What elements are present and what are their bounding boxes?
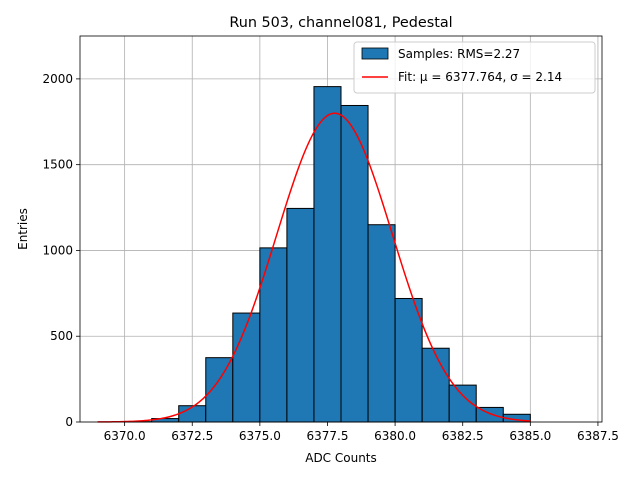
x-axis-ticks: 6370.0 6372.5 6375.0 6377.5 6380.0 6382.5 6385… bbox=[104, 422, 619, 443]
histogram-bar-11 bbox=[421, 347, 450, 423]
y-tick-label-1: 500 bbox=[50, 329, 73, 343]
histogram-bar-9 bbox=[367, 224, 396, 423]
chart-title: Run 503, channel081, Pedestal bbox=[229, 15, 452, 31]
y-tick-label-4: 2000 bbox=[42, 72, 73, 86]
histogram-bar-7 bbox=[313, 86, 342, 423]
fit-curve bbox=[97, 112, 531, 423]
x-tick-label-3: 6377.5 bbox=[306, 429, 348, 443]
histogram-bar-6 bbox=[286, 207, 315, 423]
histogram-bar-3 bbox=[205, 357, 234, 423]
histogram-bar-8 bbox=[340, 104, 369, 423]
x-tick-label-6: 6385.0 bbox=[509, 429, 551, 443]
plot-frame bbox=[79, 35, 603, 423]
x-tick-label-1: 6372.5 bbox=[171, 429, 213, 443]
legend-patch-swatch bbox=[361, 47, 389, 60]
legend: Samples: RMS=2.27 Fit: μ = 6377.764, σ =… bbox=[353, 41, 596, 94]
y-tick-label-0: 0 bbox=[65, 415, 73, 429]
x-tick-label-5: 6382.5 bbox=[442, 429, 484, 443]
legend-label-samples: Samples: RMS=2.27 bbox=[398, 47, 520, 61]
y-axis-ticks: 0 500 1000 1500 2000 bbox=[42, 72, 80, 429]
x-tick-label-7: 6387.5 bbox=[577, 429, 619, 443]
x-tick-label-4: 6380.0 bbox=[374, 429, 416, 443]
legend-label-fit: Fit: μ = 6377.764, σ = 2.14 bbox=[398, 70, 562, 84]
histogram-bar-10 bbox=[394, 297, 423, 423]
histogram-bar-2 bbox=[178, 405, 207, 423]
x-tick-label-0: 6370.0 bbox=[104, 429, 146, 443]
x-axis-label: ADC Counts bbox=[305, 451, 377, 465]
histogram-bar-5 bbox=[259, 247, 288, 423]
histogram-bars bbox=[124, 86, 531, 423]
y-axis-label: Entries bbox=[16, 208, 30, 250]
y-tick-label-3: 1500 bbox=[42, 158, 73, 172]
legend-box bbox=[353, 41, 596, 94]
y-tick-label-2: 1000 bbox=[42, 243, 73, 257]
x-tick-label-2: 6375.0 bbox=[239, 429, 281, 443]
histogram-bar-4 bbox=[232, 312, 261, 423]
